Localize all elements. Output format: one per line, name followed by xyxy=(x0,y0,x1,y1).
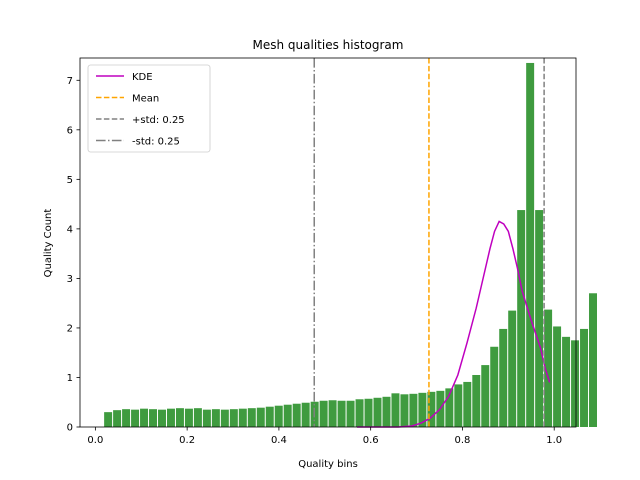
histogram-bar xyxy=(166,408,175,427)
histogram-bar xyxy=(211,409,220,427)
x-axis-label: Quality bins xyxy=(298,459,358,470)
legend-minus-std-label: -std: 0.25 xyxy=(132,137,180,148)
y-tick-label: 4 xyxy=(67,224,73,235)
y-tick-label: 2 xyxy=(67,323,73,334)
histogram-bar xyxy=(355,399,364,427)
histogram-bar xyxy=(382,396,391,427)
histogram-bar xyxy=(418,392,427,427)
x-tick-label: 0.2 xyxy=(179,435,195,446)
x-tick-label: 0.8 xyxy=(454,435,470,446)
histogram-bar xyxy=(400,394,409,427)
histogram-bar xyxy=(283,404,292,427)
histogram-bar xyxy=(158,409,166,427)
y-tick-label: 7 xyxy=(67,76,73,87)
y-tick-label: 5 xyxy=(67,175,73,186)
histogram-bar xyxy=(184,408,193,427)
histogram-bar xyxy=(149,409,158,427)
histogram-bar xyxy=(571,340,580,427)
y-axis-label: Quality Count xyxy=(43,209,54,278)
histogram-bar xyxy=(301,402,310,427)
histogram-bar xyxy=(364,398,373,427)
histogram-bar xyxy=(508,310,517,427)
histogram-bar xyxy=(589,293,597,427)
x-tick-label: 0.6 xyxy=(363,435,379,446)
histogram-bar xyxy=(562,336,571,427)
histogram-bar xyxy=(131,409,140,427)
x-tick-label: 0.4 xyxy=(271,435,287,446)
histogram-bar xyxy=(427,391,436,427)
histogram-bar xyxy=(265,406,274,427)
histogram-bar xyxy=(328,400,337,427)
histogram-bar xyxy=(553,326,562,427)
histogram-bar xyxy=(517,210,526,427)
y-tick-label: 0 xyxy=(67,423,73,434)
histogram-bar xyxy=(490,346,499,427)
histogram-bar xyxy=(337,400,346,427)
histogram-bar xyxy=(247,408,256,427)
histogram-bar xyxy=(175,408,184,427)
y-tick-label: 3 xyxy=(67,274,73,285)
axes-frame xyxy=(79,57,577,428)
histogram-bar xyxy=(373,397,382,427)
legend-box xyxy=(87,64,211,153)
histogram-bar xyxy=(292,403,301,427)
histogram-bar xyxy=(229,409,238,427)
histogram-bar xyxy=(472,374,481,427)
histogram-bar xyxy=(238,408,247,427)
histogram-bar xyxy=(274,405,283,427)
histogram-bar xyxy=(499,328,508,427)
histogram-bar xyxy=(122,409,131,427)
histogram-bar xyxy=(256,407,265,427)
histogram-bar xyxy=(580,328,589,427)
histogram-bar xyxy=(544,309,553,427)
legend-plus-std-label: +std: 0.25 xyxy=(132,115,185,126)
y-tick-label: 1 xyxy=(67,373,73,384)
histogram-bar xyxy=(526,62,535,427)
histogram-bar xyxy=(220,409,229,427)
histogram-bar xyxy=(104,412,113,427)
histogram-bar xyxy=(113,410,122,427)
y-tick-label: 6 xyxy=(67,125,73,136)
kde-line xyxy=(356,220,551,428)
histogram-bar xyxy=(463,381,472,427)
histogram-bar xyxy=(535,210,544,427)
x-tick-label: 0.0 xyxy=(87,435,103,446)
histogram-bar xyxy=(319,400,328,427)
histogram-bar xyxy=(193,408,202,427)
histogram-bar xyxy=(409,393,418,427)
legend-mean-label: Mean xyxy=(132,94,159,105)
histogram-bar xyxy=(346,400,355,427)
histogram-bar xyxy=(202,409,211,427)
chart-title: Mesh qualities histogram xyxy=(253,38,404,52)
histogram-bar xyxy=(454,384,463,427)
x-tick-label: 1.0 xyxy=(546,435,562,446)
histogram-bar xyxy=(140,408,149,427)
histogram-bar xyxy=(481,365,490,427)
histogram-bar xyxy=(445,388,454,427)
plot-area: 0.0 0.2 0.4 0.6 0.8 1.0 0 1 2 3 4 5 6 7 xyxy=(67,57,597,446)
legend-kde-label: KDE xyxy=(132,72,153,83)
legend: KDE Mean +std: 0.25 -std: 0.25 xyxy=(87,64,211,153)
histogram-bar xyxy=(391,393,400,427)
